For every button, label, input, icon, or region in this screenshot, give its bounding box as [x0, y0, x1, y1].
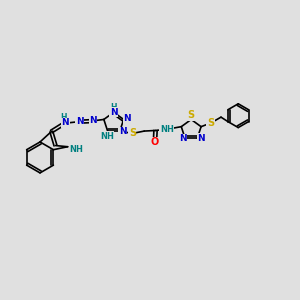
Text: N: N	[197, 134, 205, 143]
Text: N: N	[179, 134, 187, 143]
Text: N: N	[119, 127, 127, 136]
Text: N: N	[76, 117, 83, 126]
Text: S: S	[188, 110, 195, 120]
Text: NH: NH	[100, 132, 114, 141]
Text: H: H	[60, 113, 67, 122]
Text: NH: NH	[160, 125, 174, 134]
Text: O: O	[151, 137, 159, 147]
Text: NH: NH	[69, 145, 83, 154]
Text: H: H	[110, 103, 117, 112]
Text: S: S	[129, 128, 136, 138]
Text: N: N	[89, 116, 97, 125]
Text: N: N	[110, 108, 118, 117]
Text: S: S	[207, 118, 214, 128]
Text: N: N	[123, 114, 131, 123]
Text: N: N	[61, 118, 69, 127]
